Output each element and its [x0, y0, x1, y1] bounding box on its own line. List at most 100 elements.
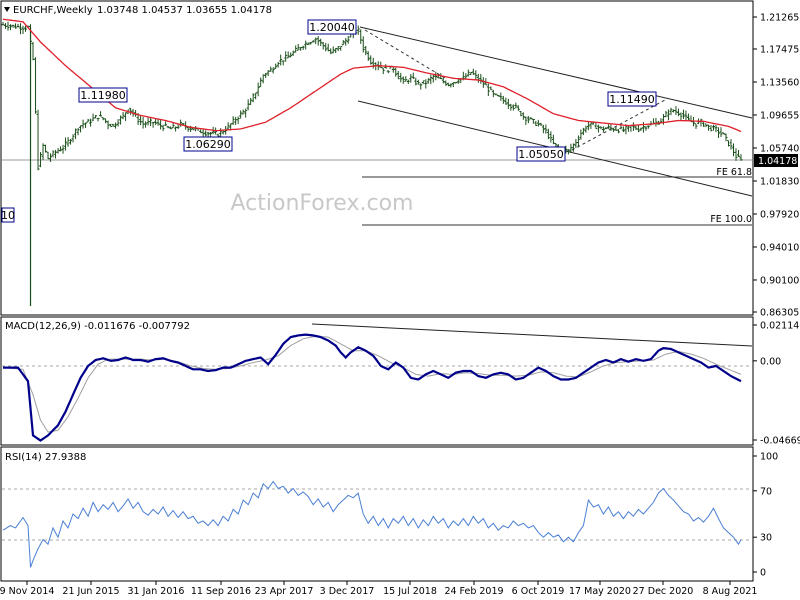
price-bar [726, 140, 730, 147]
price-bar [216, 133, 220, 137]
price-bar [706, 124, 710, 131]
price-bar [19, 23, 23, 35]
price-bar [116, 119, 120, 127]
price-bar [621, 126, 625, 133]
channel-upper-line [359, 26, 753, 119]
price-bar [9, 24, 13, 31]
price-bar [426, 78, 430, 84]
price-bar [724, 133, 728, 142]
price-bar [609, 124, 613, 131]
price-bar [536, 119, 540, 127]
price-bar [84, 122, 88, 128]
price-bar [34, 57, 38, 114]
price-bar [719, 127, 723, 138]
price-bar [676, 108, 680, 117]
y-tick-label: 1.17475 [760, 45, 799, 56]
price-bar [271, 67, 275, 74]
price-bar [239, 110, 243, 119]
price-bar [419, 83, 423, 90]
price-bar [399, 72, 403, 83]
price-bar [346, 35, 350, 44]
price-bar [566, 149, 570, 155]
x-tick-label: 24 Feb 2019 [444, 586, 503, 597]
price-bar [39, 152, 43, 168]
y-tick-label: 0.00 [760, 356, 781, 367]
price-bar [474, 70, 478, 80]
price-bar [44, 144, 48, 153]
price-bar [281, 60, 285, 66]
price-bar [244, 108, 248, 118]
price-bar [304, 40, 308, 50]
svg-text:1.04178: 1.04178 [758, 156, 797, 167]
price-bar [144, 121, 148, 128]
price-bar [524, 116, 528, 125]
x-tick-label: 23 Apr 2017 [255, 586, 314, 597]
price-bar [111, 123, 115, 127]
y-tick-label: 0.94010 [760, 243, 799, 254]
price-bar [519, 111, 523, 117]
price-bar [324, 42, 328, 52]
price-bar [226, 122, 230, 130]
price-bar [489, 86, 493, 91]
price-bar [186, 126, 190, 132]
price-bar [366, 51, 370, 61]
price-bar [36, 109, 40, 171]
price-bar [71, 134, 75, 143]
price-bar [286, 51, 290, 59]
price-bar [734, 148, 738, 161]
price-bar [306, 42, 310, 45]
price-bar [721, 132, 725, 135]
price-bar [76, 127, 80, 136]
price-bar [736, 150, 740, 157]
price-bar [686, 113, 690, 121]
current-price-badge: 1.04178 [754, 154, 798, 167]
price-bar [424, 79, 428, 89]
price-bar [269, 66, 273, 72]
price-bar [289, 52, 293, 58]
price-bar [611, 127, 615, 132]
price-bar [456, 78, 460, 84]
price-bar [336, 46, 340, 51]
price-bar [441, 77, 445, 84]
price-bar [531, 118, 535, 124]
price-bar [256, 82, 260, 97]
price-bar [434, 71, 438, 81]
y-tick-label: 30 [760, 533, 772, 544]
price-bar [499, 92, 503, 101]
price-bar [506, 98, 510, 109]
price-panel-frame [0, 0, 754, 316]
price-bar [606, 124, 610, 129]
price-bar [86, 118, 90, 123]
price-bar [586, 121, 590, 131]
price-bar [421, 80, 425, 85]
price-bar [16, 23, 20, 28]
price-bar [329, 48, 333, 55]
price-bar [454, 81, 458, 84]
svg-text:1.11490: 1.11490 [609, 93, 655, 106]
rsi-header: RSI(14) 27.9388 [5, 452, 86, 463]
fe-100-label: FE 100.0 [710, 214, 752, 225]
price-bar [94, 115, 98, 119]
annotation-1-05050: 1.05050 [516, 146, 566, 162]
price-bar [396, 70, 400, 80]
price-bar [49, 153, 53, 162]
price-bar [681, 109, 685, 120]
price-bar [546, 128, 550, 140]
price-bar [259, 77, 263, 87]
price-bar [571, 143, 575, 152]
x-tick-label: 6 Oct 2019 [512, 586, 565, 597]
price-bar [121, 111, 125, 120]
price-bar [594, 121, 598, 130]
price-bar [296, 43, 300, 51]
price-bar [486, 83, 490, 96]
price-bar [236, 116, 240, 124]
price-bar [411, 72, 415, 80]
y-tick-label: 0.86305 [760, 308, 799, 319]
price-bar [666, 109, 670, 121]
price-bar [554, 142, 558, 147]
y-tick-label: 1.01830 [760, 177, 799, 188]
price-bar [684, 110, 688, 121]
svg-text:1.20040: 1.20040 [309, 21, 355, 34]
price-bar [129, 107, 133, 115]
